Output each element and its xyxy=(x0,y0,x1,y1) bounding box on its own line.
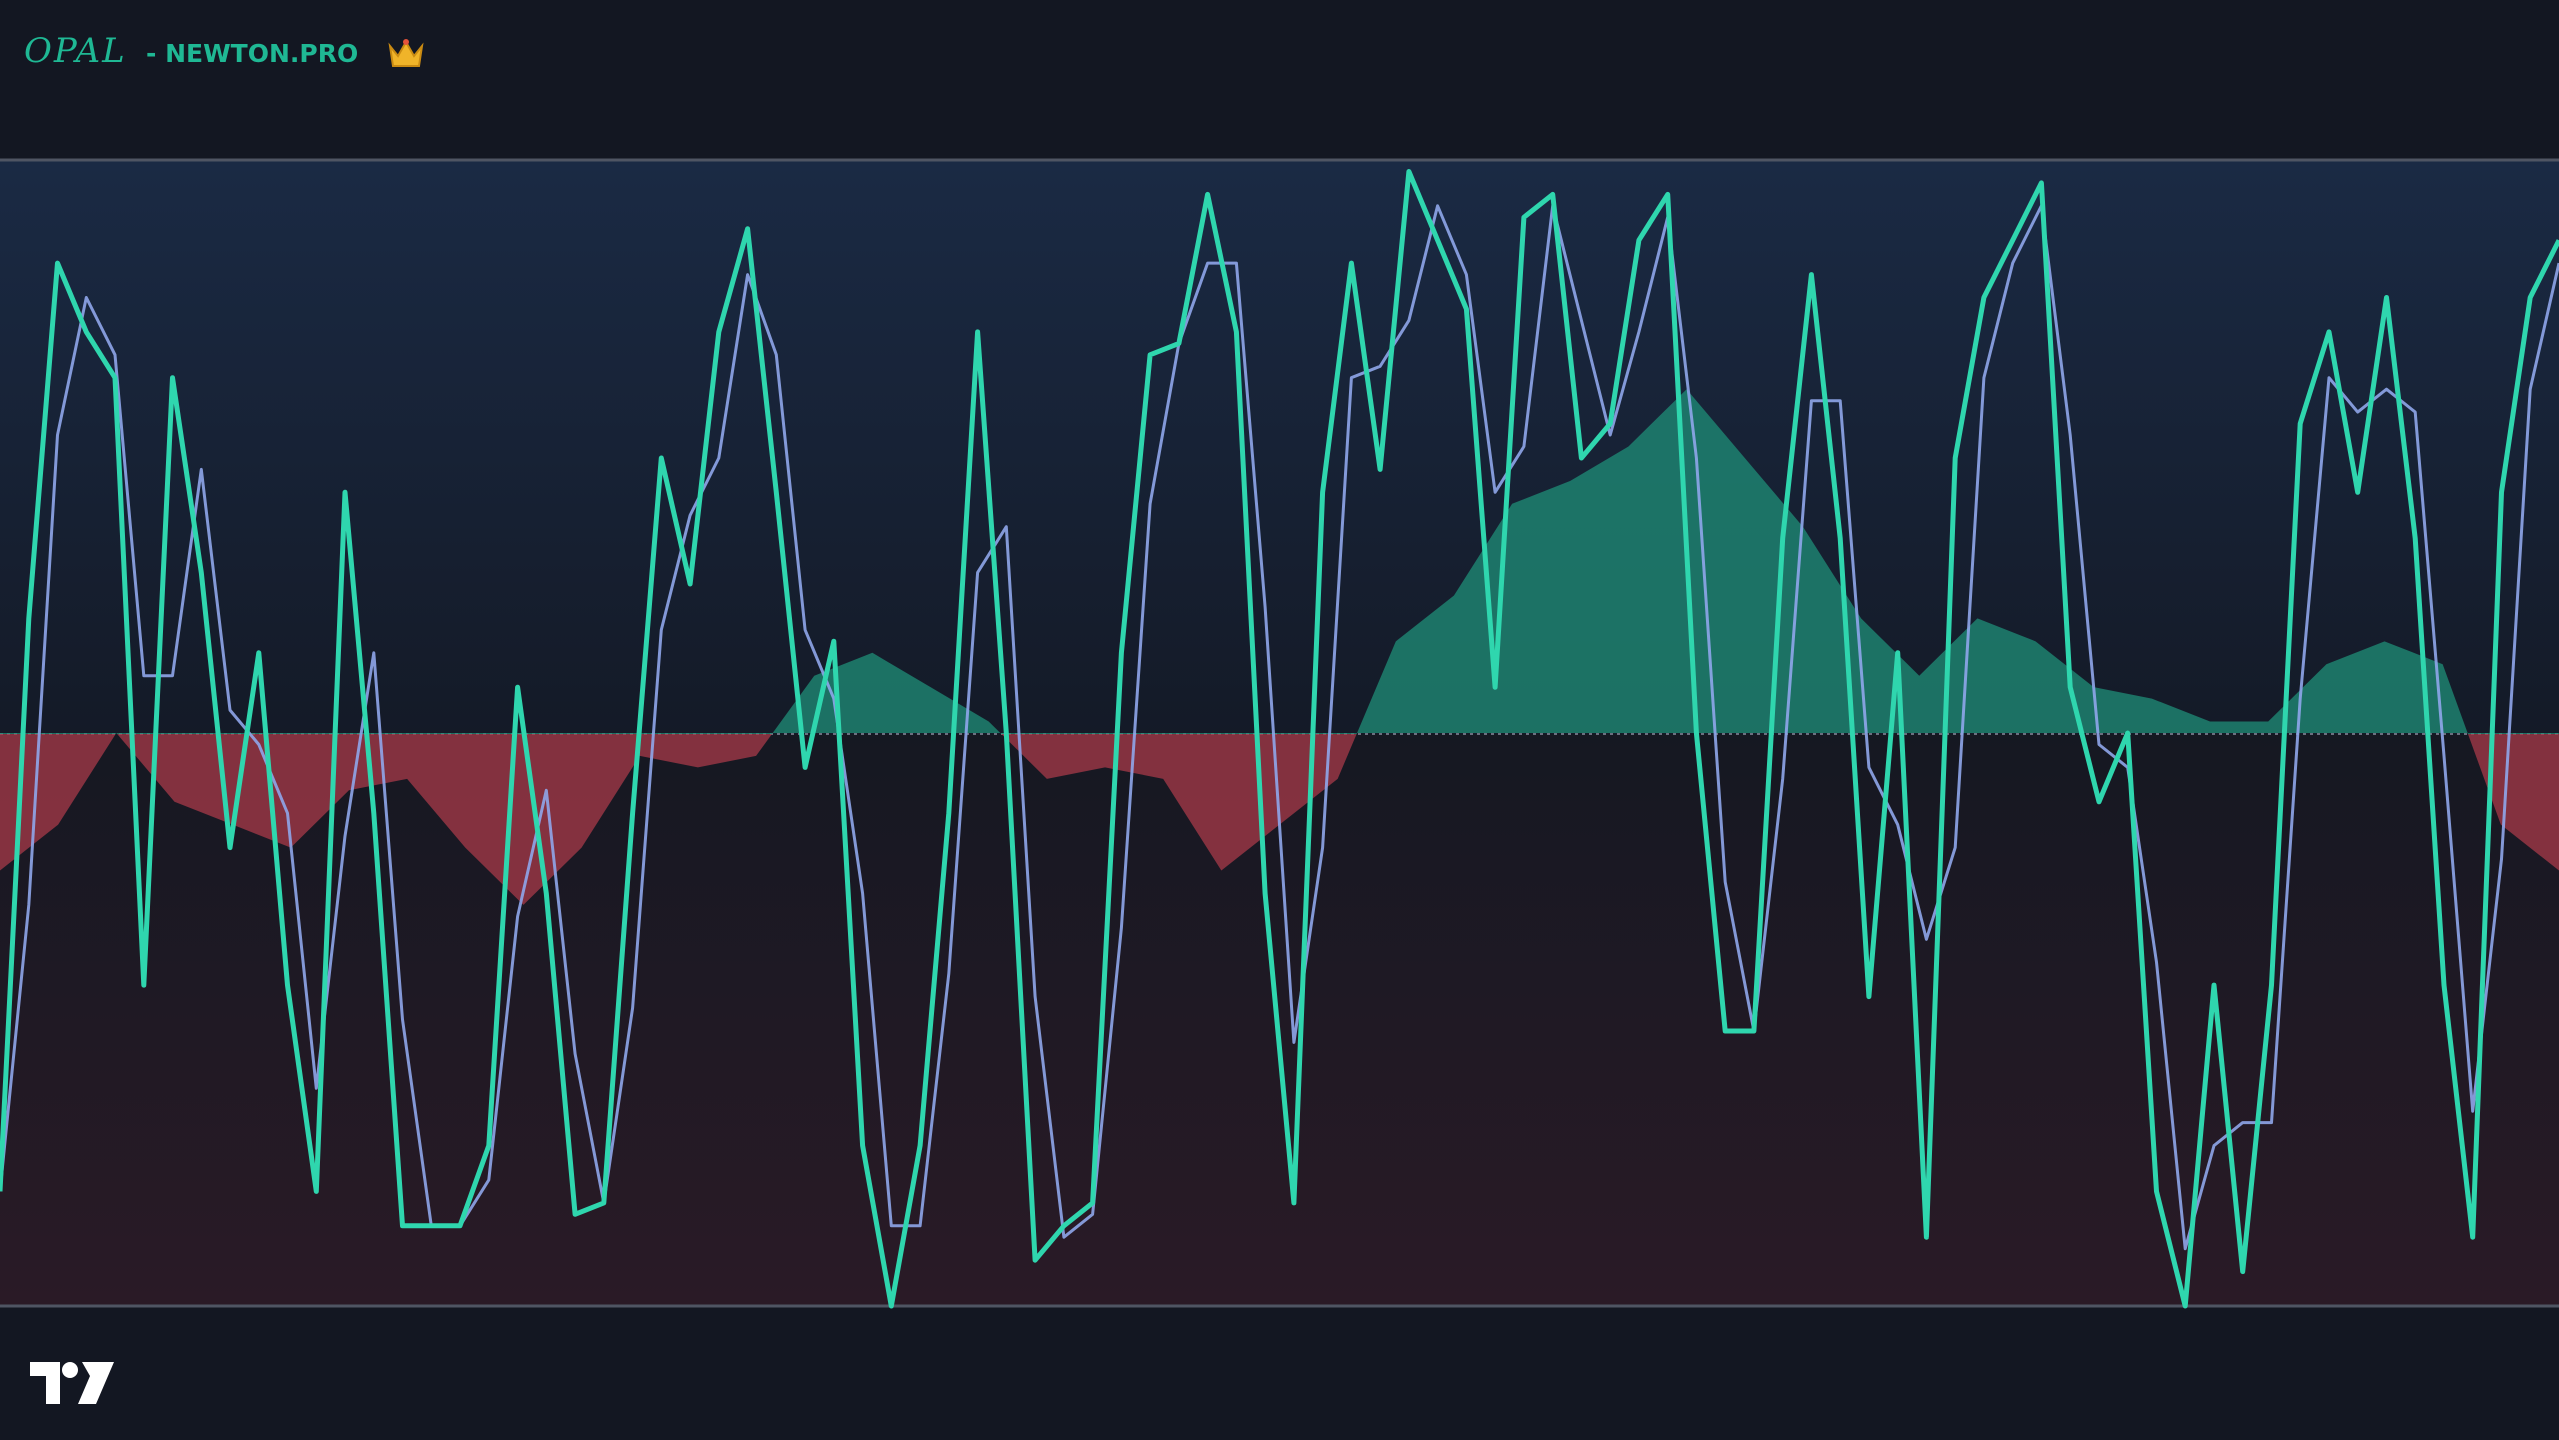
plot-area xyxy=(0,169,2559,1309)
upper-zone xyxy=(0,160,2559,734)
indicator-title: OPAL xyxy=(24,31,127,71)
indicator-subtitle: - NEWTON.PRO xyxy=(146,39,358,68)
histogram-positive xyxy=(0,389,2559,734)
oscillator-line xyxy=(0,169,2559,1309)
tradingview-logo xyxy=(30,1362,114,1404)
crown-icon xyxy=(388,39,424,67)
